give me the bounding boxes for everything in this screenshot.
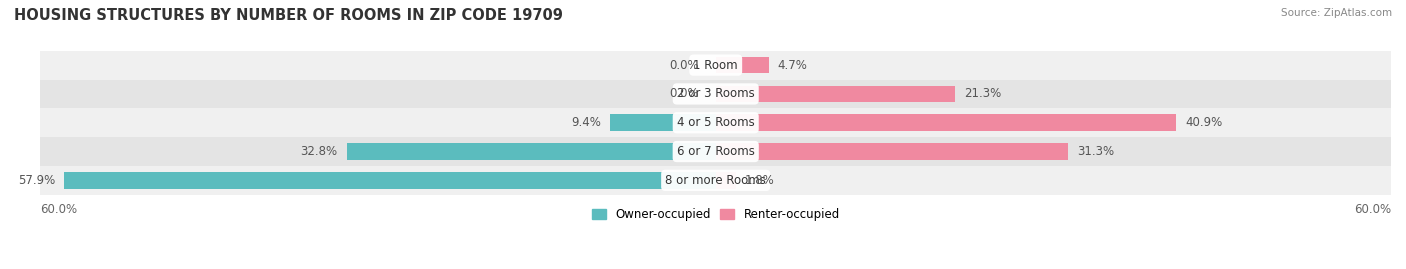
Bar [716,57,769,73]
Text: 57.9%: 57.9% [18,174,55,187]
Bar [716,114,1175,131]
Bar [41,80,1391,108]
Bar [65,172,716,189]
Text: 0.0%: 0.0% [669,59,699,72]
Bar [41,51,1391,80]
Bar [716,86,956,102]
Text: 60.0%: 60.0% [1354,203,1391,216]
Text: 2 or 3 Rooms: 2 or 3 Rooms [676,87,755,100]
Text: 1.8%: 1.8% [745,174,775,187]
Bar [41,108,1391,137]
Bar [41,166,1391,195]
Bar [41,137,1391,166]
Text: 60.0%: 60.0% [41,203,77,216]
Bar [716,143,1069,160]
Bar [610,114,716,131]
Text: 8 or more Rooms: 8 or more Rooms [665,174,766,187]
Text: 9.4%: 9.4% [571,116,600,129]
Text: Source: ZipAtlas.com: Source: ZipAtlas.com [1281,8,1392,18]
Text: 32.8%: 32.8% [301,145,337,158]
Text: 21.3%: 21.3% [965,87,1001,100]
Text: 0.0%: 0.0% [669,87,699,100]
Text: 4 or 5 Rooms: 4 or 5 Rooms [676,116,755,129]
Text: HOUSING STRUCTURES BY NUMBER OF ROOMS IN ZIP CODE 19709: HOUSING STRUCTURES BY NUMBER OF ROOMS IN… [14,8,562,23]
Bar [716,172,735,189]
Legend: Owner-occupied, Renter-occupied: Owner-occupied, Renter-occupied [586,203,845,225]
Text: 4.7%: 4.7% [778,59,807,72]
Text: 31.3%: 31.3% [1077,145,1114,158]
Text: 1 Room: 1 Room [693,59,738,72]
Bar [346,143,716,160]
Text: 6 or 7 Rooms: 6 or 7 Rooms [676,145,755,158]
Text: 40.9%: 40.9% [1185,116,1222,129]
